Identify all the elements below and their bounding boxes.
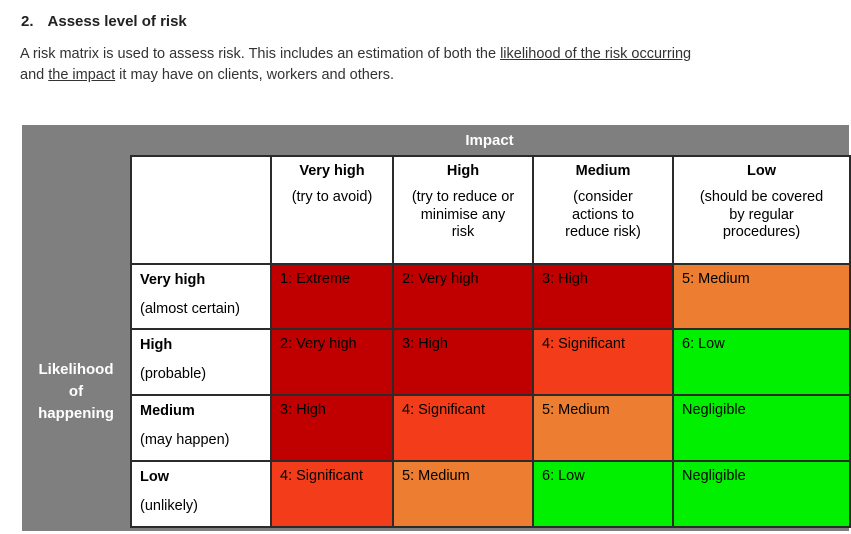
column-header-row: Very high (try to avoid) High (try to re… bbox=[130, 155, 851, 265]
row-very-high: Very high (almost certain) 1: Extreme 2:… bbox=[130, 262, 851, 331]
likelihood-axis-label: Likelihood of happening bbox=[38, 361, 114, 422]
section-heading: 2. Assess level of risk bbox=[21, 13, 187, 30]
intro-line-1: A risk matrix is used to assess risk. Th… bbox=[20, 44, 844, 65]
risk-cell: 4: Significant bbox=[532, 328, 674, 397]
risk-cell: 2: Very high bbox=[392, 262, 534, 331]
intro-underlined-impact: the impact bbox=[48, 67, 116, 83]
section-title: Assess level of risk bbox=[47, 13, 187, 30]
risk-cell: 3: High bbox=[532, 262, 674, 331]
risk-cell: 1: Extreme bbox=[270, 262, 394, 331]
matrix-body: Likelihood of happening Very high (try t… bbox=[22, 155, 851, 531]
risk-cell: 5: Medium bbox=[672, 262, 851, 331]
risk-cell: 3: High bbox=[392, 328, 534, 397]
risk-cell: 6: Low bbox=[672, 328, 851, 397]
risk-cell: 4: Significant bbox=[392, 394, 534, 463]
row-header-medium: Medium (may happen) bbox=[130, 394, 272, 463]
impact-axis-label: Impact bbox=[465, 131, 514, 149]
row-low: Low (unlikely) 4: Significant 5: Medium … bbox=[130, 460, 851, 528]
row-high: High (probable) 2: Very high 3: High 4: … bbox=[130, 328, 851, 397]
risk-cell: 6: Low bbox=[532, 460, 674, 528]
row-header-high: High (probable) bbox=[130, 328, 272, 397]
risk-matrix-panel: Impact Likelihood of happening Very high bbox=[22, 125, 851, 531]
column-header-very-high: Very high (try to avoid) bbox=[270, 155, 394, 265]
column-header-high: High (try to reduce or minimise any risk bbox=[392, 155, 534, 265]
impact-axis-header: Impact bbox=[22, 125, 849, 155]
risk-cell: 5: Medium bbox=[392, 460, 534, 528]
risk-cell: 2: Very high bbox=[270, 328, 394, 397]
intro-text-1: A risk matrix is used to assess risk. Th… bbox=[20, 46, 501, 62]
risk-cell: 4: Significant bbox=[270, 460, 394, 528]
risk-cell: Negligible bbox=[672, 460, 851, 528]
risk-cell: Negligible bbox=[672, 394, 851, 463]
risk-cell: 5: Medium bbox=[532, 394, 674, 463]
row-header-very-high: Very high (almost certain) bbox=[130, 262, 272, 331]
intro-text-3: it may have on clients, workers and othe… bbox=[115, 67, 394, 83]
row-header-low: Low (unlikely) bbox=[130, 460, 272, 528]
column-header-low: Low (should be covered by regular proced… bbox=[672, 155, 851, 265]
intro-underlined-likelihood: likelihood of the risk occurring bbox=[500, 46, 692, 62]
corner-cell bbox=[130, 155, 272, 265]
likelihood-axis-header: Likelihood of happening bbox=[22, 155, 130, 531]
row-medium: Medium (may happen) 3: High 4: Significa… bbox=[130, 394, 851, 463]
intro-line-2: and the impact it may have on clients, w… bbox=[20, 65, 844, 86]
risk-cell: 3: High bbox=[270, 394, 394, 463]
intro-text-2: and bbox=[20, 67, 49, 83]
column-header-medium: Medium (consider actions to reduce risk) bbox=[532, 155, 674, 265]
risk-matrix-table: Very high (try to avoid) High (try to re… bbox=[130, 155, 851, 528]
intro-paragraph: A risk matrix is used to assess risk. Th… bbox=[20, 44, 844, 86]
section-number: 2. bbox=[21, 13, 34, 30]
